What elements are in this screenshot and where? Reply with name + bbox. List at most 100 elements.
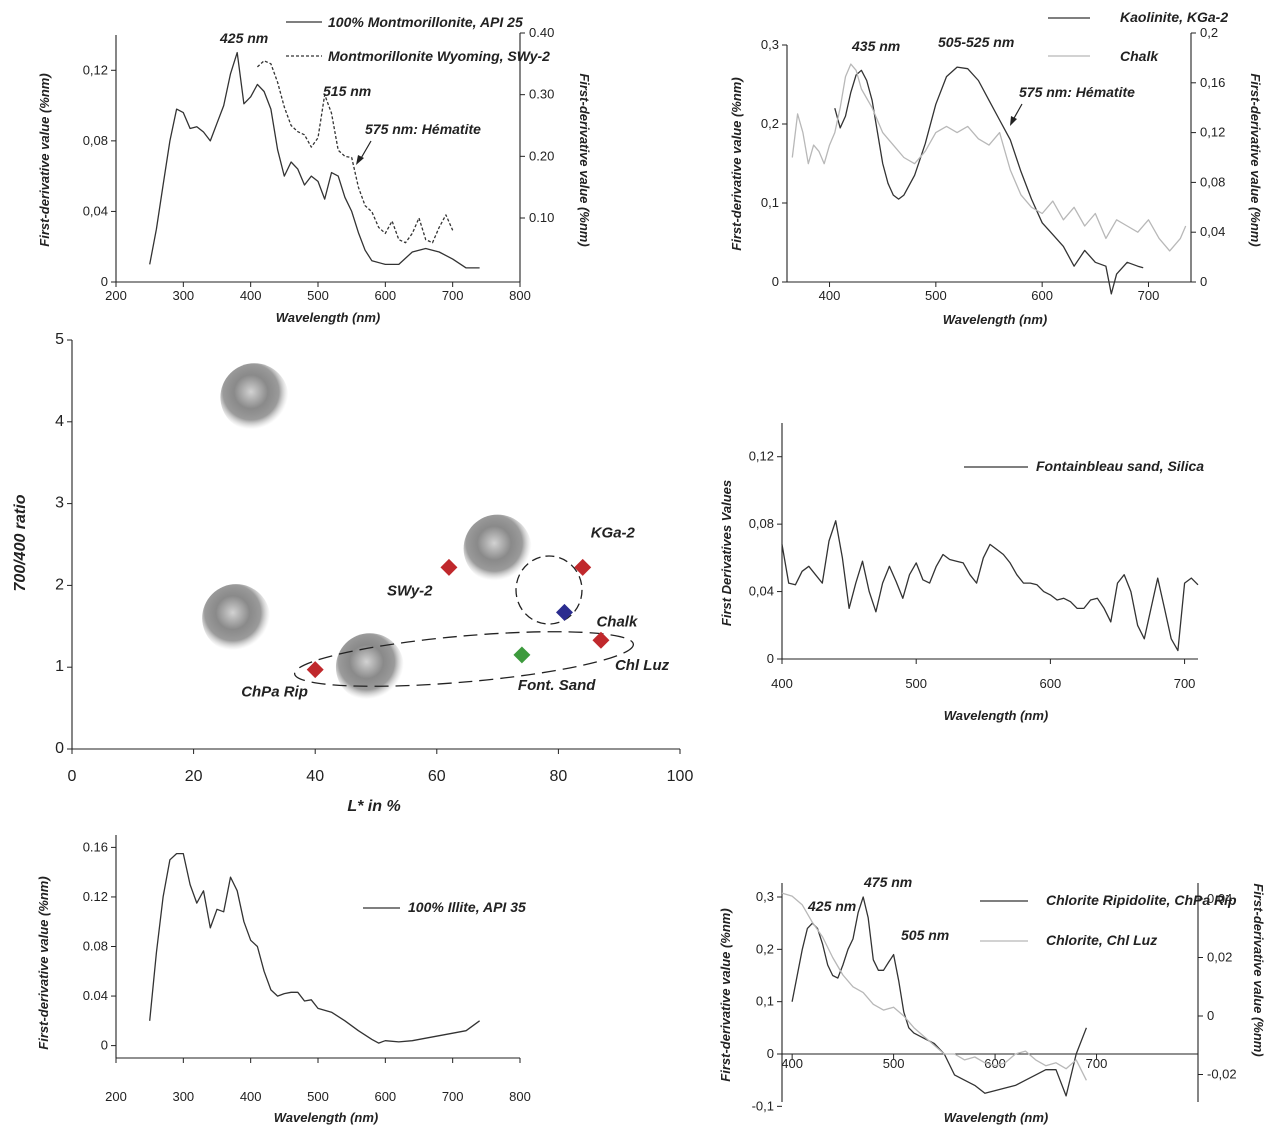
p1-xtick-label: 500 [307, 288, 329, 303]
p3-ytick-label: 5 [55, 331, 64, 348]
p3-point-5 [306, 661, 324, 679]
p2-ylabel: First-derivative value (%nm) [729, 77, 744, 250]
p3-ytick-label: 3 [55, 495, 64, 512]
p6-legend-chlorite: Chlorite, Chl Luz [1046, 932, 1157, 948]
p3-blurred-point-3 [335, 633, 404, 702]
p3-ylabel: 700/400 ratio [12, 494, 29, 591]
p6-annotation-475: 475 nm [863, 874, 912, 890]
p1-xtick-label: 400 [240, 288, 262, 303]
p1-xtick-label: 600 [374, 288, 396, 303]
p3-ytick-label: 2 [55, 576, 64, 593]
p6-ytick-label: 0,1 [756, 994, 774, 1009]
p1-annotation-425: 425 nm [219, 30, 268, 46]
p2-xtick-label: 400 [819, 288, 841, 303]
p6-xtick-label: 500 [883, 1056, 905, 1071]
p3-point-label-3: Chl Luz [615, 657, 670, 674]
p1-ylabel: First-derivative value (%nm) [37, 73, 52, 246]
p3-ytick-label: 4 [55, 413, 64, 430]
p5-ytick-label: 0.12 [83, 889, 108, 904]
p1-ytick-right-label: 0.10 [529, 210, 554, 225]
p6-ytick-right-label: -0,02 [1207, 1067, 1237, 1082]
p6-ytick-label: 0,2 [756, 941, 774, 956]
p3-ytick-label: 1 [55, 658, 64, 675]
p5-series-line-0 [149, 852, 480, 1044]
p1-ylabel-right: First-derivative value (%nm) [577, 73, 592, 246]
p6-legend-ripidolite: Chlorite Ripidolite, ChPa Rip [1046, 892, 1237, 908]
p3-point-0 [440, 558, 458, 576]
p4-ytick-label: 0,08 [749, 516, 774, 531]
p2-xtick-label: 600 [1031, 288, 1053, 303]
p5-xtick-label: 500 [307, 1089, 329, 1104]
p4-xtick-label: 600 [1040, 676, 1062, 691]
p5-xtick-label: 300 [172, 1089, 194, 1104]
p5-xtick-label: 600 [374, 1089, 396, 1104]
p6-annotation-505: 505 nm [901, 927, 949, 943]
p6-xtick-label: 700 [1086, 1056, 1108, 1071]
p4-xtick-label: 500 [905, 676, 927, 691]
p1-xtick-label: 800 [509, 288, 531, 303]
p1-xtick-label: 300 [172, 288, 194, 303]
p1-xtick-label: 700 [442, 288, 464, 303]
p5-ytick-label: 0.04 [83, 988, 108, 1003]
p3-point-3 [592, 631, 610, 649]
p1-ytick-label: 0,12 [83, 62, 108, 77]
p6-ytick-label: -0,1 [752, 1098, 774, 1113]
p6-xtick-label: 600 [984, 1056, 1006, 1071]
p2-annotation-505-525: 505-525 nm [938, 34, 1014, 50]
p2-ytick-right-label: 0,12 [1200, 125, 1225, 140]
p3-group-ellipse-chalk [515, 555, 583, 625]
p2-xtick-label: 500 [925, 288, 947, 303]
p1-annotation-515: 515 nm [323, 83, 371, 99]
p2-ytick-right-label: 0,16 [1200, 75, 1225, 90]
p2-ytick-label: 0,2 [761, 116, 779, 131]
p1-ytick-right-label: 0.40 [529, 25, 554, 40]
p2-xtick-label: 700 [1138, 288, 1160, 303]
p3-point-label-0: SWy-2 [387, 582, 433, 599]
p1-xlabel: Wavelength (nm) [276, 310, 381, 325]
p6-ylabel: First-derivative value (%nm) [718, 908, 733, 1081]
p3-xtick-label: 0 [68, 768, 77, 785]
p2-arrow-575 [1012, 103, 1023, 121]
p1-ytick-right-label: 0.20 [529, 148, 554, 163]
p5-xlabel: Wavelength (nm) [274, 1110, 379, 1125]
p4-xtick-label: 400 [771, 676, 793, 691]
p3-xtick-label: 60 [428, 768, 446, 785]
p6-ytick-right-label: 0,04 [1207, 891, 1232, 906]
p3-point-4 [513, 646, 531, 664]
p1-xtick-label: 200 [105, 288, 127, 303]
p5-xtick-label: 400 [240, 1089, 262, 1104]
panel-fontainbleau: 400 500 600 700 0 0,04 0,08 0,12 Wavelength (nm… [719, 423, 1204, 723]
p2-ytick-label: 0,1 [761, 195, 779, 210]
p3-point-label-4: Font. Sand [518, 677, 596, 694]
panel-kaolinite-chalk: 400 500 600 700 0 0,1 0,2 0,3 0 0,04 0,08 0,12 0,16 0… [729, 9, 1263, 327]
p2-ytick-right-label: 0,2 [1200, 25, 1218, 40]
p3-blurred-point-2 [202, 584, 271, 653]
p4-xtick-label: 700 [1174, 676, 1196, 691]
p6-xlabel: Wavelength (nm) [944, 1110, 1049, 1125]
p2-series-line-0 [834, 66, 1144, 295]
p1-legend-montmorillonite-wyoming: Montmorillonite Wyoming, SWy-2 [328, 48, 550, 64]
p4-legend-fontainbleau: Fontainbleau sand, Silica [1036, 458, 1204, 474]
panel-illite: 200 300 400 500 600 700 800 0 0.04 0.08 0.12 0.16 W… [36, 835, 531, 1125]
p3-xlabel: L* in % [347, 798, 400, 815]
p4-ytick-label: 0 [767, 651, 774, 666]
p5-xtick-label: 700 [442, 1089, 464, 1104]
p1-arrow-575 [359, 140, 372, 161]
p3-xtick-label: 20 [185, 768, 203, 785]
p1-series-line-0 [149, 51, 480, 269]
p3-xtick-label: 40 [306, 768, 324, 785]
p6-annotation-425: 425 nm [807, 898, 856, 914]
p1-ytick-right-label: 0.30 [529, 87, 554, 102]
p2-ytick-label: 0 [772, 274, 779, 289]
p2-xlabel: Wavelength (nm) [943, 312, 1048, 327]
p1-ytick-label: 0,08 [83, 133, 108, 148]
p6-ylabel-right: First-derivative value (%nm) [1251, 883, 1266, 1056]
p2-annotation-575: 575 nm: Hématite [1019, 84, 1135, 100]
p6-series-line-0 [791, 896, 1088, 1097]
p3-blurred-point-1 [463, 514, 532, 583]
panel-chlorite: 400 500 600 700 -0,1 0 0,1 0,2 0,3 -0,02 0 0,02 0,04… [718, 874, 1266, 1125]
p3-xtick-label: 100 [667, 768, 694, 785]
p1-legend-montmorillonite-api25: 100% Montmorillonite, API 25 [328, 14, 523, 30]
p2-ytick-right-label: 0,04 [1200, 224, 1225, 239]
